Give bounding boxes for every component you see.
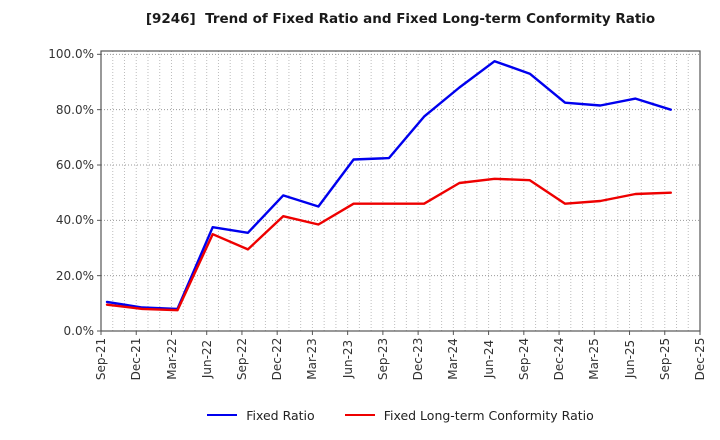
- x-tick-label: Dec-25: [693, 337, 707, 381]
- legend: Fixed Ratio Fixed Long-term Conformity R…: [101, 403, 700, 427]
- x-tick-label: Mar-22: [164, 338, 179, 380]
- x-tick-label: Mar-23: [305, 338, 320, 380]
- chart-title: [9246] Trend of Fixed Ratio and Fixed Lo…: [145, 11, 656, 27]
- x-tick-label: Jun-25: [622, 339, 637, 379]
- y-tick-label: 40.0%: [55, 213, 94, 228]
- legend-label-fixed-ratio: Fixed Ratio: [246, 407, 315, 423]
- x-tick-label: Sep-22: [234, 337, 249, 381]
- x-tick-label: Jun-23: [340, 339, 355, 379]
- x-tick-label: Jun-22: [199, 339, 214, 379]
- y-tick-label: 80.0%: [55, 102, 94, 117]
- y-tick-label: 0.0%: [63, 324, 95, 338]
- y-tick-label: 100.0%: [48, 47, 94, 62]
- y-tick-label: 20.0%: [55, 268, 94, 283]
- x-tick-label: Jun-24: [481, 339, 496, 379]
- x-tick-label: Sep-23: [375, 337, 390, 381]
- legend-label-conformity-ratio: Fixed Long-term Conformity Ratio: [383, 407, 594, 423]
- legend-line-sample-conformity-ratio: [344, 413, 375, 417]
- x-tick-label: Dec-22: [270, 337, 285, 381]
- x-tick-label: Sep-25: [657, 337, 672, 381]
- x-tick-label: Sep-24: [516, 337, 531, 381]
- x-tick-label: Dec-23: [411, 337, 426, 381]
- x-tick-label: Mar-25: [587, 338, 602, 380]
- x-tick-label: Sep-21: [94, 337, 108, 381]
- y-tick-label: 60.0%: [55, 158, 94, 172]
- legend-line-sample-fixed-ratio: [207, 413, 238, 417]
- x-tick-label: Dec-24: [552, 337, 567, 381]
- x-tick-label: Dec-21: [129, 337, 144, 381]
- x-tick-label: Mar-24: [446, 338, 461, 380]
